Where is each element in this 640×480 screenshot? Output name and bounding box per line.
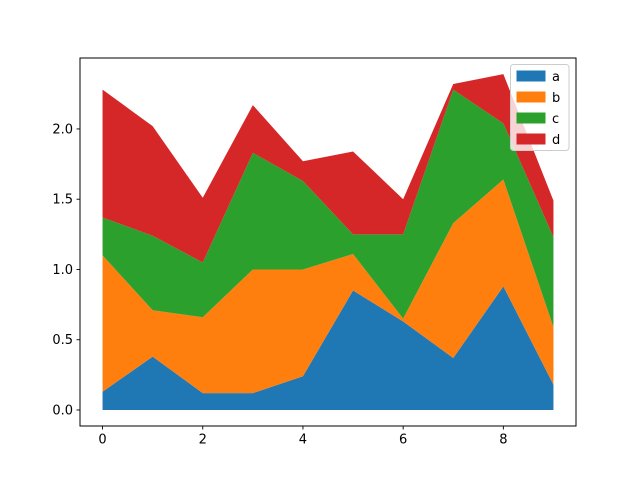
legend-swatch-d <box>516 133 546 145</box>
y-tick-label-0: 0.0 <box>52 403 73 418</box>
legend-swatch-b <box>516 91 546 103</box>
area-series-b <box>102 179 554 394</box>
x-tick-label-3: 6 <box>399 433 407 448</box>
legend-swatch-c <box>516 112 546 124</box>
y-tick-label-2: 1.0 <box>52 263 73 278</box>
y-tick-label-3: 1.5 <box>52 193 73 208</box>
x-tick-label-2: 4 <box>299 433 307 448</box>
legend-label-c: c <box>552 112 559 127</box>
y-tick-label-4: 2.0 <box>52 122 73 137</box>
legend-label-d: d <box>552 133 560 148</box>
axes-frame <box>79 57 577 427</box>
area-series-c <box>102 89 554 328</box>
x-tick-label-4: 8 <box>499 433 507 448</box>
area-series-a <box>102 286 554 410</box>
legend-swatch-a <box>516 70 546 82</box>
area-series-d <box>102 74 554 263</box>
legend-label-a: a <box>552 70 560 85</box>
x-tick-label-0: 0 <box>98 433 106 448</box>
legend-box <box>510 64 570 151</box>
x-tick-label-1: 2 <box>199 433 207 448</box>
legend-label-b: b <box>552 91 560 106</box>
y-tick-label-1: 0.5 <box>52 333 73 348</box>
